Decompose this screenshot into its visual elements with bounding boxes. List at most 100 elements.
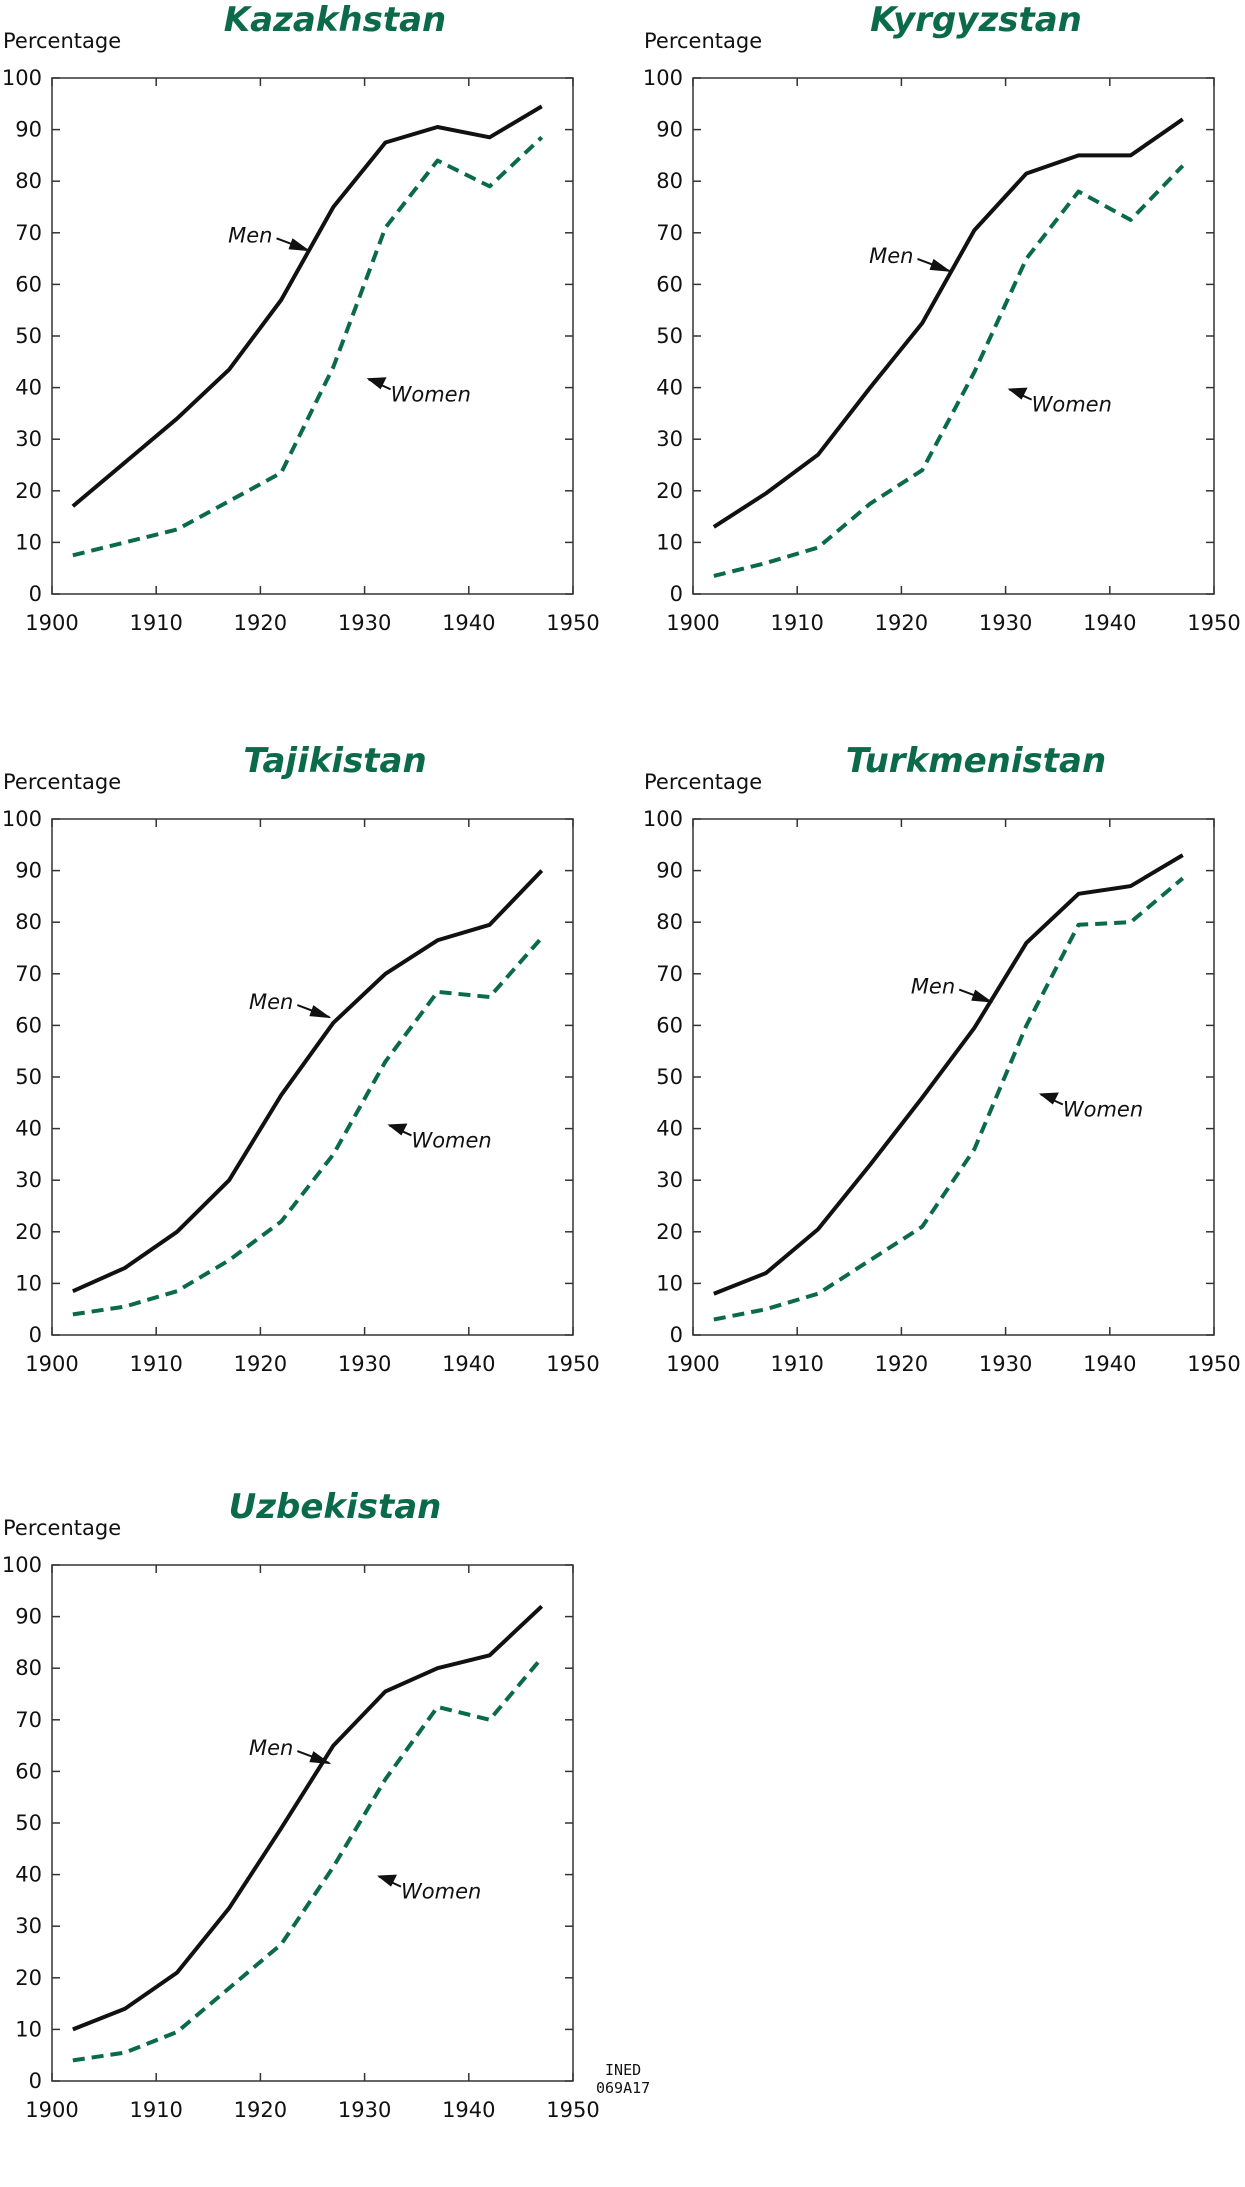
chart-panel-kazakhstan: 0 10 20 30 40 50 60 70 80 90 100 1900 1910 1920 1930 19… (0, 0, 620, 700)
women-arrowhead (1007, 387, 1028, 400)
y-tick-label: 50 (15, 1811, 42, 1835)
women-annotation: Women (411, 1128, 491, 1152)
x-tick-label: 1920 (234, 611, 287, 635)
y-tick-label: 100 (643, 66, 683, 90)
women-arrowhead (366, 377, 387, 390)
men-annotation: Men (228, 223, 272, 247)
y-tick-label: 20 (15, 1966, 42, 1990)
y-tick-label: 60 (656, 1013, 683, 1037)
x-tick-label: 1900 (666, 1352, 719, 1376)
x-tick-label: 1900 (25, 1352, 78, 1376)
men-series-line (71, 104, 543, 508)
women-series-line (713, 876, 1185, 1322)
women-series-line (713, 164, 1185, 578)
x-tick-label: 1900 (25, 2098, 78, 2122)
y-tick-label: 80 (656, 910, 683, 934)
chart-plot-turkmenistan: 0 10 20 30 40 50 60 70 80 90 100 1900 1910 1920 1930 19… (643, 807, 1241, 1376)
y-tick-label: 30 (15, 1914, 42, 1938)
men-arrowhead (971, 989, 994, 1003)
y-tick-label: 90 (15, 859, 42, 883)
x-tick-label: 1910 (770, 611, 823, 635)
y-tick-label: 60 (15, 1759, 42, 1783)
y-tick-label: 20 (656, 479, 683, 503)
chart-plot-kazakhstan: 0 10 20 30 40 50 60 70 80 90 100 1900 1910 1920 1930 19… (2, 66, 600, 635)
men-arrowhead (929, 258, 952, 272)
chart-panel-tajikistan: 0 10 20 30 40 50 60 70 80 90 100 1900 1910 1920 1930 19… (0, 741, 620, 1441)
y-tick-label: 80 (15, 910, 42, 934)
women-arrowhead (387, 1123, 408, 1136)
x-tick-label: 1940 (442, 611, 495, 635)
y-tick-label: 60 (656, 272, 683, 296)
men-series-line (72, 869, 544, 1293)
y-tick-label: 10 (15, 530, 42, 554)
y-tick-label: 30 (656, 1168, 683, 1192)
x-tick-label: 1950 (1187, 1352, 1240, 1376)
x-tick-label: 1900 (666, 611, 719, 635)
x-tick-label: 1950 (546, 1352, 599, 1376)
chart-title: Kyrgyzstan (870, 0, 1082, 40)
women-series-line (72, 1656, 544, 2063)
chart-panel-uzbekistan: 0 10 20 30 40 50 60 70 80 90 100 1900 1910 1920 1930 19… (0, 1487, 620, 2187)
y-tick-label: 30 (15, 1168, 42, 1192)
women-annotation: Women (401, 1880, 481, 1904)
source-credit: INED 069A17 (596, 2061, 650, 2097)
y-tick-label: 50 (656, 324, 683, 348)
y-tick-label: 30 (15, 427, 42, 451)
y-tick-label: 90 (656, 859, 683, 883)
x-tick-label: 1910 (129, 2098, 182, 2122)
y-tick-label: 40 (656, 376, 683, 400)
plot-frame (51, 77, 574, 595)
x-tick-label: 1940 (1083, 1352, 1136, 1376)
men-annotation: Men (911, 975, 955, 999)
y-axis-label: Percentage (644, 29, 763, 53)
y-tick-label: 10 (656, 1271, 683, 1295)
chart-panel-kyrgyzstan: 0 10 20 30 40 50 60 70 80 90 100 1900 1910 1920 1930 19… (641, 0, 1245, 700)
men-series-line (712, 117, 1184, 529)
women-series-line (72, 936, 544, 1317)
plot-frame (51, 818, 574, 1336)
chart-title: Tajikistan (243, 741, 427, 781)
x-tick-label: 1930 (338, 2098, 391, 2122)
y-tick-label: 10 (15, 2017, 42, 2041)
men-arrowhead (309, 1751, 332, 1765)
y-tick-label: 70 (656, 221, 683, 245)
y-tick-label: 70 (15, 1708, 42, 1732)
y-tick-label: 40 (15, 1117, 42, 1141)
men-series-line (72, 1604, 544, 2032)
men-annotation: Men (249, 1736, 293, 1760)
women-arrowhead (377, 1874, 398, 1887)
x-tick-label: 1930 (979, 1352, 1032, 1376)
chart-title: Uzbekistan (228, 1487, 442, 1527)
y-tick-label: 20 (15, 479, 42, 503)
y-tick-label: 60 (15, 1013, 42, 1037)
women-annotation: Women (1063, 1097, 1143, 1121)
y-tick-label: 40 (15, 1863, 42, 1887)
y-tick-label: 20 (656, 1220, 683, 1244)
y-tick-label: 0 (29, 2069, 42, 2093)
y-tick-label: 100 (643, 807, 683, 831)
men-annotation: Men (869, 244, 913, 268)
chart-plot-tajikistan: 0 10 20 30 40 50 60 70 80 90 100 1900 1910 1920 1930 19… (2, 807, 600, 1376)
y-tick-label: 90 (656, 118, 683, 142)
x-tick-label: 1910 (129, 1352, 182, 1376)
x-tick-label: 1950 (546, 2098, 599, 2122)
chart-title: Kazakhstan (223, 0, 447, 40)
y-tick-label: 70 (656, 962, 683, 986)
x-tick-label: 1910 (770, 1352, 823, 1376)
y-tick-label: 80 (15, 169, 42, 193)
y-tick-label: 80 (656, 169, 683, 193)
y-tick-label: 0 (670, 582, 683, 606)
y-tick-label: 50 (656, 1065, 683, 1089)
y-axis-label: Percentage (3, 770, 122, 794)
men-arrowhead (288, 238, 311, 252)
x-tick-label: 1920 (234, 2098, 287, 2122)
y-tick-label: 70 (15, 962, 42, 986)
chart-plot-kyrgyzstan: 0 10 20 30 40 50 60 70 80 90 100 1900 1910 1920 1930 19… (643, 66, 1241, 635)
x-tick-label: 1930 (979, 611, 1032, 635)
y-tick-label: 0 (29, 1323, 42, 1347)
x-tick-label: 1920 (234, 1352, 287, 1376)
y-tick-label: 90 (15, 118, 42, 142)
chart-title: Turkmenistan (845, 741, 1107, 781)
y-tick-label: 10 (656, 530, 683, 554)
x-tick-label: 1940 (442, 1352, 495, 1376)
